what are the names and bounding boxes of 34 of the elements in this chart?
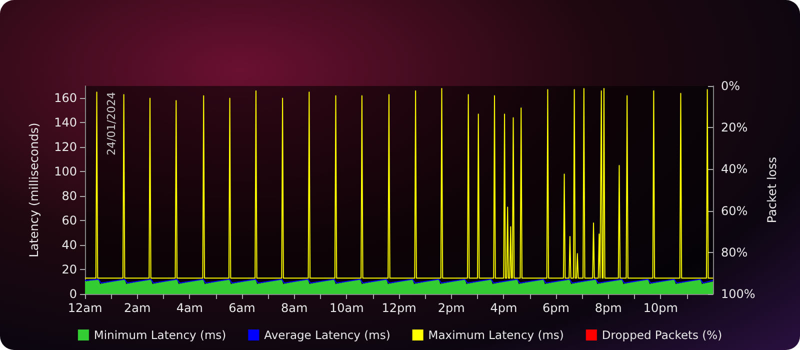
y-tick-label: 60 xyxy=(62,214,77,228)
y-tick-label: 160 xyxy=(54,91,77,106)
x-tick-label: 8am xyxy=(280,301,308,315)
x-tick-label: 12pm xyxy=(382,301,416,315)
x-tick-label: 2pm xyxy=(438,301,465,315)
y2-axis-title: Packet loss xyxy=(765,156,780,224)
x-tick-label: 2am xyxy=(124,301,151,315)
y-tick-label: 80 xyxy=(62,189,77,204)
legend-label: Average Latency (ms) xyxy=(264,328,390,342)
y-tick-label: 100 xyxy=(54,164,77,179)
y-tick-label: 40 xyxy=(62,238,77,252)
y2-tick-label: 20% xyxy=(721,120,748,135)
x-tick-label: 6pm xyxy=(542,301,570,315)
y2-tick-label: 0% xyxy=(721,79,740,93)
x-tick-label: 10am xyxy=(330,301,364,315)
x-tick-label: 8pm xyxy=(594,301,622,315)
y-tick-label: 0 xyxy=(69,287,77,301)
y2-tick-label: 40% xyxy=(721,162,748,176)
x-tick-label: 12am xyxy=(68,301,102,315)
y2-tick-label: 100% xyxy=(721,287,756,301)
x-tick-label: 10pm xyxy=(643,301,678,315)
annotation: 24/01/2024 xyxy=(105,92,118,156)
y-axis-title: Latency (milliseconds) xyxy=(27,122,41,258)
legend-label: Minimum Latency (ms) xyxy=(94,328,226,342)
x-tick-label: 6am xyxy=(228,301,256,315)
y-tick-label: 120 xyxy=(54,140,77,154)
legend-label: Dropped Packets (%) xyxy=(602,328,722,342)
legend-label: Maximum Latency (ms) xyxy=(428,328,564,342)
y-tick-label: 20 xyxy=(62,262,77,277)
y2-tick-label: 60% xyxy=(721,204,748,218)
y-tick-label: 140 xyxy=(54,116,77,130)
x-tick-label: 4pm xyxy=(490,301,518,315)
x-tick-label: 4am xyxy=(176,301,204,315)
y2-tick-label: 80% xyxy=(721,245,748,260)
